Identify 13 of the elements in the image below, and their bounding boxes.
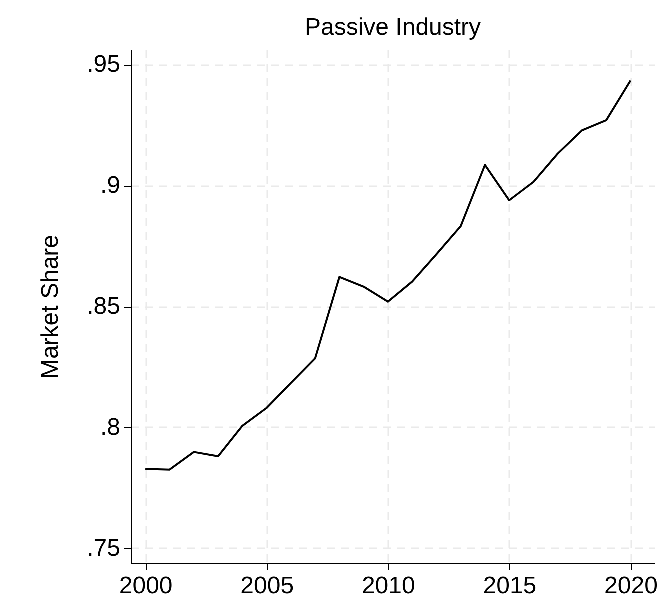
x-tick-label: 2010	[362, 572, 416, 600]
line-series	[144, 80, 632, 471]
x-tick-label: 2015	[483, 572, 537, 600]
y-tick-label: .95	[87, 51, 120, 78]
y-tick-label: .9	[100, 172, 120, 200]
x-tick-label: 2020	[604, 572, 658, 600]
y-tick-label: .8	[100, 414, 120, 441]
y-tick-label: .85	[87, 293, 120, 320]
x-tick-label: 2005	[240, 572, 294, 600]
y-tick-label: .75	[87, 534, 120, 562]
y-axis-title: Market Share	[37, 234, 64, 380]
chart-title: Passive Industry	[304, 14, 482, 41]
x-tick-label: 2000	[119, 572, 173, 600]
